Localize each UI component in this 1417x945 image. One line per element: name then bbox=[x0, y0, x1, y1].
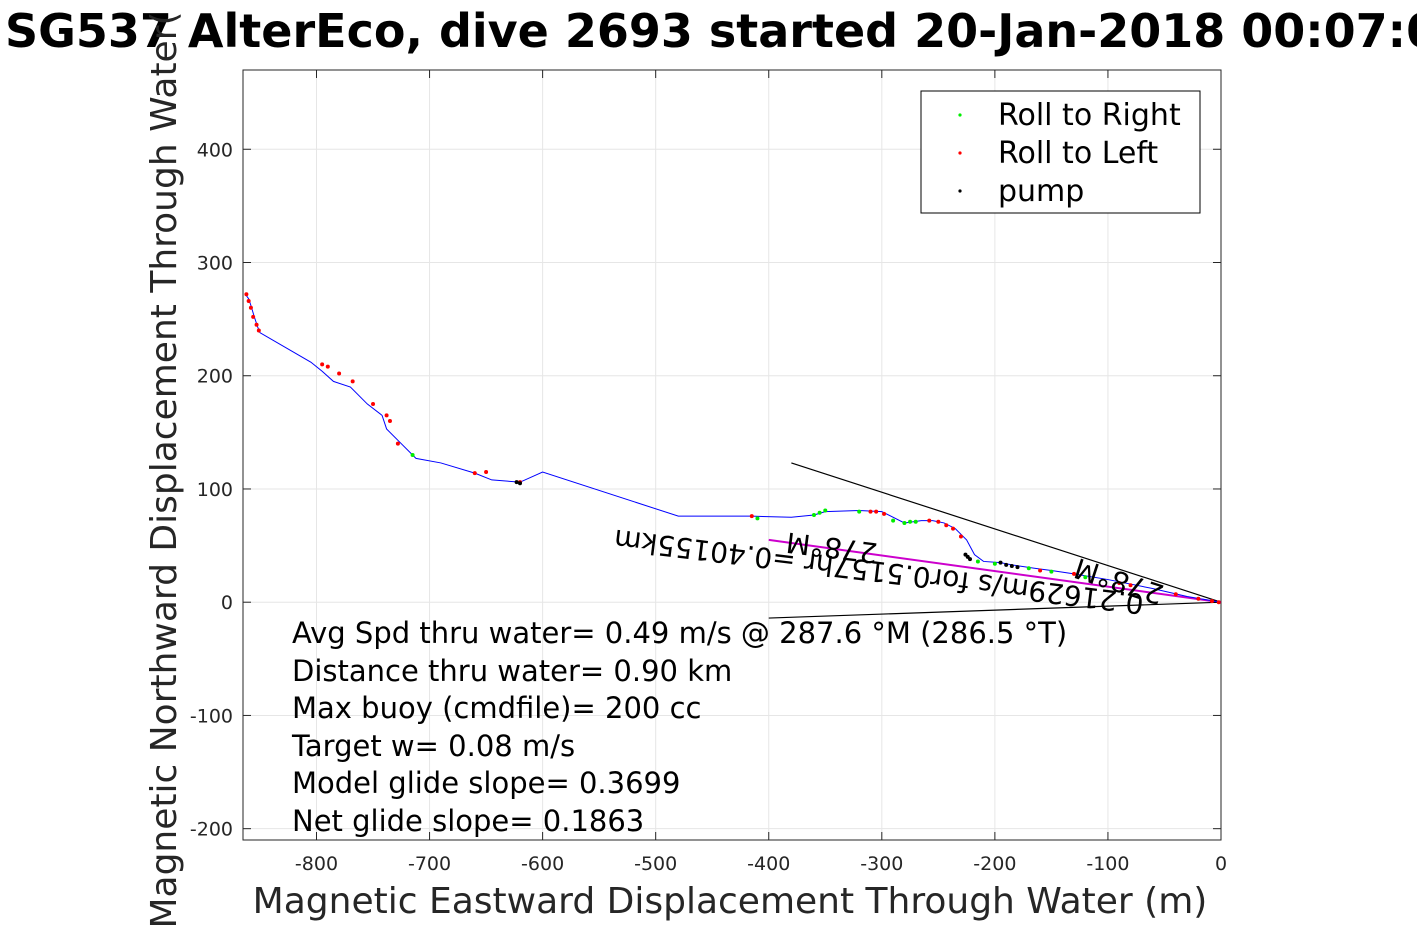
legend-marker-pump bbox=[958, 189, 962, 193]
roll-left-point bbox=[1196, 596, 1201, 601]
roll-left-point bbox=[244, 292, 249, 297]
pump-point bbox=[1009, 563, 1014, 568]
roll-right-point bbox=[410, 453, 415, 457]
roll-right-point bbox=[891, 518, 896, 523]
roll-left-point bbox=[256, 328, 261, 333]
x-tick-label: -500 bbox=[634, 853, 677, 875]
x-axis-label: Magnetic Eastward Displacement Through W… bbox=[253, 881, 1208, 922]
y-axis-label: Magnetic Northward Displacement Through … bbox=[144, 11, 185, 928]
roll-left-point bbox=[1216, 600, 1221, 605]
roll-right-point bbox=[908, 519, 913, 524]
roll-left-point bbox=[320, 362, 325, 367]
roll-left-point bbox=[1128, 583, 1133, 588]
x-tick-label: -600 bbox=[521, 853, 564, 875]
x-tick-label: -100 bbox=[1086, 853, 1129, 875]
pump-point bbox=[514, 480, 519, 485]
x-tick-label: -700 bbox=[408, 853, 451, 875]
roll-right-point bbox=[823, 508, 828, 513]
legend-label-roll-right: Roll to Right bbox=[998, 98, 1181, 133]
roll-right-point bbox=[857, 509, 862, 514]
y-tick-label: -200 bbox=[190, 819, 233, 841]
x-tick-label: -300 bbox=[860, 853, 903, 875]
axis-ticks: -800 -700 -600 -500 -400 -300 -200 -100 0 -200 -10… bbox=[190, 70, 1227, 875]
legend-marker-roll-left bbox=[958, 151, 962, 155]
roll-left-point bbox=[246, 299, 251, 303]
pump-point bbox=[998, 560, 1003, 565]
series-layer bbox=[244, 292, 1222, 619]
legend-label-roll-left: Roll to Left bbox=[998, 136, 1158, 171]
pump-point bbox=[1004, 562, 1009, 567]
roll-left-point bbox=[868, 509, 873, 514]
y-tick-label: 0 bbox=[221, 592, 233, 614]
pump-point bbox=[963, 552, 968, 557]
roll-left-point bbox=[927, 518, 932, 523]
pump-point bbox=[1015, 565, 1020, 570]
y-tick-label: -100 bbox=[190, 705, 233, 727]
roll-right-point bbox=[975, 559, 980, 564]
track-heading-line-lower bbox=[768, 601, 1222, 619]
roll-left-point bbox=[874, 509, 879, 514]
roll-left-point bbox=[1072, 571, 1077, 576]
stat-max-buoy: Max buoy (cmdfile)= 200 cc bbox=[292, 691, 701, 725]
roll-right-point bbox=[811, 513, 816, 518]
roll-left-point bbox=[484, 469, 489, 474]
stat-avg-speed: Avg Spd thru water= 0.49 m/s @ 287.6 °M … bbox=[292, 616, 1067, 650]
roll-left-point bbox=[749, 514, 754, 519]
roll-right-point bbox=[817, 510, 822, 515]
roll-left-point bbox=[384, 413, 389, 418]
y-tick-label: 400 bbox=[197, 139, 233, 161]
plot-frame bbox=[242, 69, 1222, 841]
x-tick-label: -400 bbox=[747, 853, 790, 875]
roll-left-point bbox=[371, 402, 376, 407]
roll-left-point bbox=[882, 511, 887, 516]
roll-left-point bbox=[251, 314, 256, 319]
roll-left-point bbox=[1038, 568, 1043, 573]
stat-target-w: Target w= 0.08 m/s bbox=[291, 729, 575, 763]
roll-right-point bbox=[1049, 569, 1054, 574]
roll-left-point bbox=[1117, 580, 1122, 585]
roll-right-point bbox=[1026, 566, 1031, 571]
legend-label-pump: pump bbox=[998, 174, 1084, 209]
track-heading-line-upper bbox=[791, 462, 1222, 603]
roll-left-point bbox=[472, 471, 477, 476]
roll-right-point bbox=[992, 561, 997, 566]
roll-left-point bbox=[254, 322, 259, 327]
roll-left-point bbox=[337, 371, 342, 376]
y-tick-label: 300 bbox=[197, 253, 233, 275]
current-vector-line bbox=[768, 538, 1222, 604]
roll-left-point bbox=[958, 534, 963, 539]
roll-left-point bbox=[936, 519, 941, 524]
legend-box bbox=[920, 90, 1201, 214]
pump-point bbox=[518, 481, 523, 486]
x-tick-label: -200 bbox=[973, 853, 1016, 875]
stat-distance: Distance thru water= 0.90 km bbox=[292, 654, 732, 688]
chart-title: SG537 AlterEco, dive 2693 started 20-Jan… bbox=[5, 4, 1417, 58]
legend: Roll to Right Roll to Left pump bbox=[920, 90, 1201, 214]
x-tick-label: 0 bbox=[1215, 853, 1227, 875]
roll-left-point bbox=[325, 364, 330, 369]
roll-left-point bbox=[248, 305, 253, 310]
legend-marker-roll-right bbox=[958, 113, 962, 117]
stat-model-glide-slope: Model glide slope= 0.3699 bbox=[292, 766, 680, 800]
y-tick-label: 200 bbox=[197, 366, 233, 388]
roll-left-point bbox=[395, 441, 400, 446]
roll-right-point bbox=[1083, 575, 1088, 580]
roll-right-point bbox=[902, 520, 907, 525]
roll-right-point bbox=[755, 516, 760, 521]
roll-left-point bbox=[944, 523, 949, 528]
y-tick-label: 100 bbox=[197, 479, 233, 501]
x-tick-label: -800 bbox=[295, 853, 338, 875]
roll-left-point bbox=[350, 379, 355, 384]
roll-left-point bbox=[1173, 592, 1178, 597]
roll-left-point bbox=[1209, 599, 1214, 604]
track-line bbox=[244, 293, 1222, 603]
roll-left-point bbox=[951, 526, 956, 531]
roll-left-point bbox=[387, 419, 392, 424]
roll-right-point bbox=[913, 519, 918, 524]
stats-block: Avg Spd thru water= 0.49 m/s @ 287.6 °M … bbox=[291, 616, 1067, 838]
stat-net-glide-slope: Net glide slope= 0.1863 bbox=[292, 804, 644, 838]
